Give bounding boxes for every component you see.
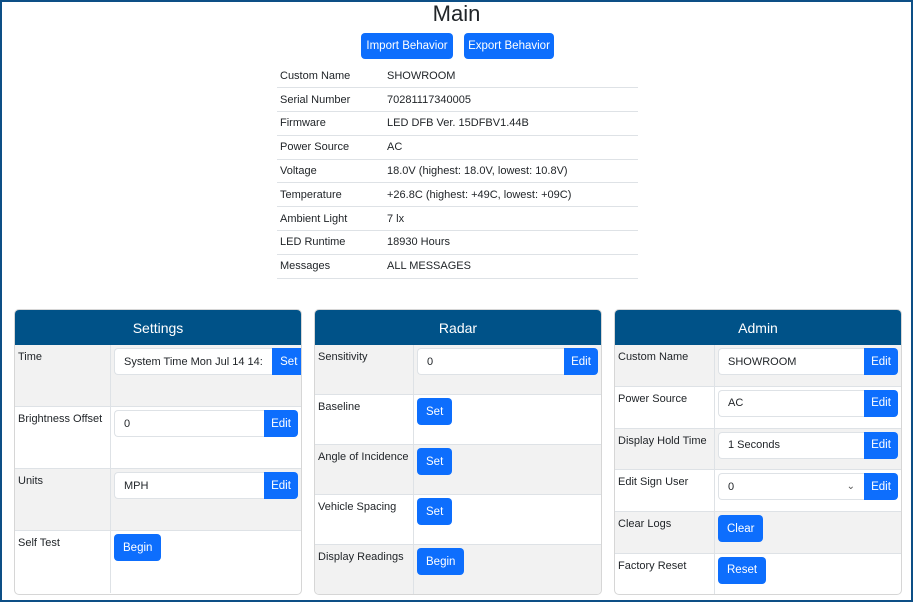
- row-label: Units: [15, 469, 111, 530]
- info-value: ALL MESSAGES: [384, 254, 638, 279]
- settings-row-self-test: Self Test Begin: [15, 531, 301, 593]
- settings-panel: Settings Time System Time Mon Jul 14 14: S…: [14, 309, 302, 595]
- page-title: Main: [432, 1, 481, 26]
- baseline-set-button[interactable]: Set: [417, 398, 453, 425]
- info-label: Ambient Light: [277, 206, 384, 232]
- row-label: Vehicle Spacing: [315, 495, 414, 544]
- self-test-begin-button[interactable]: Begin: [114, 534, 162, 561]
- time-input[interactable]: System Time Mon Jul 14 14:: [114, 348, 272, 375]
- admin-row-edit-sign-user: Edit Sign User 0 ⌄ Edit: [615, 470, 901, 513]
- sensitivity-input[interactable]: 0: [417, 348, 564, 375]
- settings-row-units: Units MPH Edit: [15, 469, 301, 531]
- admin-header: Admin: [615, 310, 901, 345]
- info-row-messages: Messages ALL MESSAGES: [277, 254, 638, 279]
- info-value: +26.8C (highest: +49C, lowest: +09C): [384, 182, 638, 208]
- admin-panel: Admin Custom Name SHOWROOM Edit Power Sourc…: [614, 309, 902, 595]
- device-info-table: Custom Name SHOWROOM Serial Number 70281117…: [277, 64, 638, 279]
- info-value: 70281117340005: [384, 87, 638, 113]
- edit-sign-user-select[interactable]: 0 ⌄: [718, 473, 864, 501]
- radar-row-display-readings: Display Readings Begin: [315, 545, 601, 594]
- info-row-voltage: Voltage 18.0V (highest: 18.0V, lowest: 10…: [277, 159, 638, 184]
- info-row-led-runtime: LED Runtime 18930 Hours: [277, 230, 638, 255]
- edit-sign-user-edit-button[interactable]: Edit: [864, 473, 898, 501]
- info-label: Power Source: [277, 135, 384, 160]
- info-label: LED Runtime: [277, 230, 384, 255]
- time-set-button[interactable]: Set: [271, 348, 301, 375]
- units-edit-button[interactable]: Edit: [264, 472, 298, 499]
- info-row-ambient-light: Ambient Light 7 lx: [277, 206, 638, 232]
- info-value: AC: [384, 135, 638, 160]
- admin-row-power-source: Power Source AC Edit: [615, 386, 901, 429]
- custom-name-input[interactable]: SHOWROOM: [718, 348, 864, 375]
- display-hold-time-edit-button[interactable]: Edit: [864, 431, 898, 459]
- row-label: Power Source: [615, 386, 715, 428]
- info-row-temperature: Temperature +26.8C (highest: +49C, lowest…: [277, 182, 638, 208]
- info-label: Firmware: [277, 111, 384, 136]
- row-label: Display Hold Time: [615, 428, 715, 470]
- row-label: Angle of Incidence: [315, 445, 414, 494]
- info-label: Temperature: [277, 182, 384, 208]
- info-label: Messages: [277, 254, 384, 279]
- admin-row-custom-name: Custom Name SHOWROOM Edit: [615, 345, 901, 387]
- settings-header: Settings: [15, 310, 301, 345]
- row-label: Time: [15, 345, 111, 406]
- info-value: 18.0V (highest: 18.0V, lowest: 10.8V): [384, 159, 638, 184]
- factory-reset-reset-button[interactable]: Reset: [718, 556, 767, 584]
- radar-header: Radar: [315, 310, 601, 345]
- display-readings-begin-button[interactable]: Begin: [417, 548, 465, 575]
- row-label: Custom Name: [615, 345, 715, 386]
- admin-row-display-hold-time: Display Hold Time 1 Seconds Edit: [615, 428, 901, 471]
- row-label: Clear Logs: [615, 512, 715, 553]
- settings-row-brightness-offset: Brightness Offset 0 Edit: [15, 407, 301, 469]
- row-label: Baseline: [315, 395, 414, 444]
- clear-logs-clear-button[interactable]: Clear: [718, 515, 764, 543]
- row-label: Self Test: [15, 531, 111, 593]
- info-value: 7 lx: [384, 206, 638, 232]
- units-input[interactable]: MPH: [114, 472, 264, 499]
- brightness-offset-edit-button[interactable]: Edit: [264, 410, 298, 437]
- info-value: LED DFB Ver. 15DFBV1.44B: [384, 111, 638, 136]
- brightness-offset-input[interactable]: 0: [114, 410, 264, 437]
- info-row-firmware: Firmware LED DFB Ver. 15DFBV1.44B: [277, 111, 638, 136]
- radar-panel: Radar Sensitivity 0 Edit Baseline Set Angle o…: [314, 309, 602, 595]
- row-label: Brightness Offset: [15, 407, 111, 468]
- import-behavior-button[interactable]: Import Behavior: [361, 33, 453, 59]
- display-hold-time-input[interactable]: 1 Seconds: [718, 431, 864, 459]
- radar-row-angle-of-incidence: Angle of Incidence Set: [315, 445, 601, 495]
- row-label: Sensitivity: [315, 345, 414, 394]
- info-label: Serial Number: [277, 87, 384, 113]
- power-source-input[interactable]: AC: [718, 389, 864, 417]
- info-row-serial-number: Serial Number 70281117340005: [277, 87, 638, 113]
- settings-row-time: Time System Time Mon Jul 14 14: Set: [15, 345, 301, 407]
- admin-row-factory-reset: Factory Reset Reset: [615, 553, 901, 594]
- row-label: Display Readings: [315, 545, 414, 594]
- radar-row-baseline: Baseline Set: [315, 395, 601, 445]
- row-label: Factory Reset: [615, 553, 715, 594]
- angle-of-incidence-set-button[interactable]: Set: [417, 448, 453, 475]
- power-source-edit-button[interactable]: Edit: [864, 389, 898, 417]
- sensitivity-edit-button[interactable]: Edit: [564, 348, 598, 375]
- row-label: Edit Sign User: [615, 470, 715, 512]
- vehicle-spacing-set-button[interactable]: Set: [417, 498, 453, 525]
- custom-name-edit-button[interactable]: Edit: [864, 348, 898, 375]
- info-row-custom-name: Custom Name SHOWROOM: [277, 64, 638, 89]
- chevron-down-icon: ⌄: [846, 481, 855, 493]
- info-label: Custom Name: [277, 64, 384, 89]
- radar-row-vehicle-spacing: Vehicle Spacing Set: [315, 495, 601, 545]
- info-value: SHOWROOM: [384, 64, 638, 89]
- info-value: 18930 Hours: [384, 230, 638, 255]
- info-row-power-source: Power Source AC: [277, 135, 638, 160]
- admin-row-clear-logs: Clear Logs Clear: [615, 512, 901, 554]
- info-label: Voltage: [277, 159, 384, 184]
- export-behavior-button[interactable]: Export Behavior: [464, 33, 554, 59]
- radar-row-sensitivity: Sensitivity 0 Edit: [315, 345, 601, 395]
